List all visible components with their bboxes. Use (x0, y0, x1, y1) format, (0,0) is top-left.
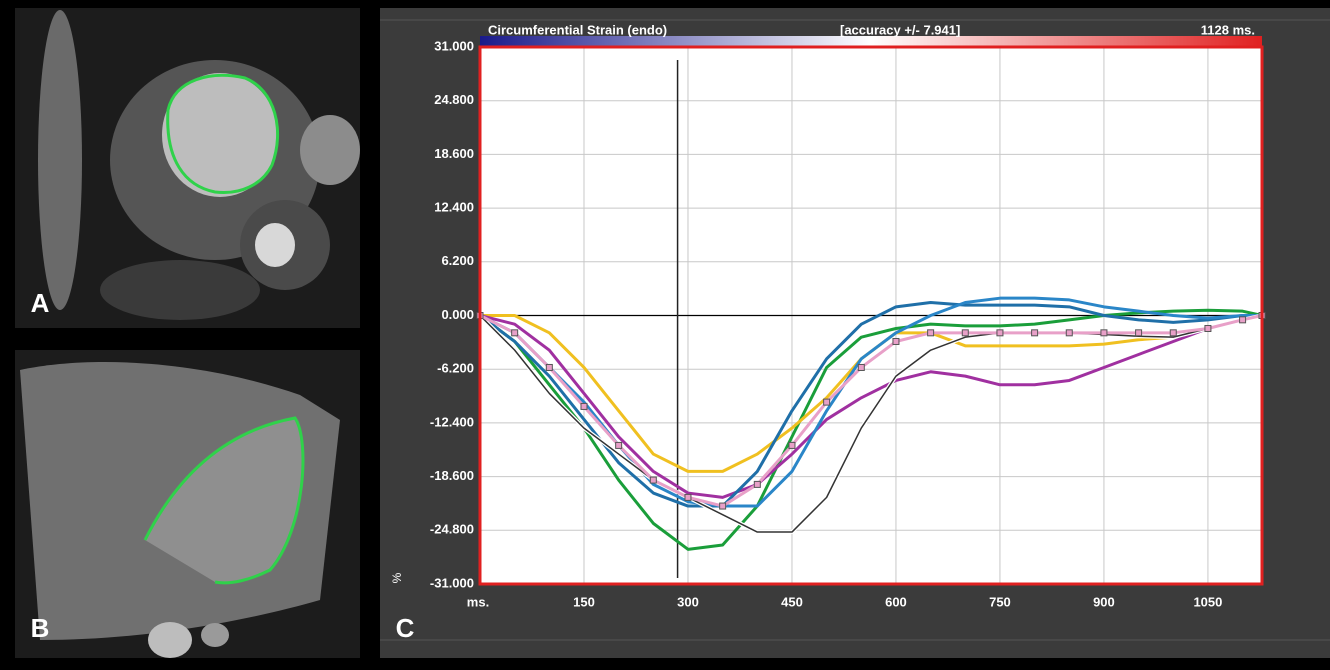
series-marker (1135, 329, 1143, 337)
series-marker (580, 402, 588, 410)
series-line (479, 301, 1262, 508)
series-marker (996, 329, 1004, 337)
panel-label: A (31, 288, 50, 318)
y-tick-label: -24.800 (430, 522, 474, 537)
series-marker (1100, 329, 1108, 337)
y-tick-label: 6.200 (441, 253, 474, 268)
series-marker (1065, 329, 1073, 337)
series-marker (1169, 329, 1177, 337)
chart-subtitle: [accuracy +/- 7.941] (840, 22, 960, 37)
series-marker (649, 476, 657, 484)
y-tick-label: 0.000 (441, 307, 474, 322)
series-marker (1204, 324, 1212, 332)
y-tick-label: -6.200 (437, 361, 474, 376)
series-marker (615, 441, 623, 449)
mri-long-axis (15, 350, 360, 658)
series-marker (1031, 329, 1039, 337)
duration-label: 1128 ms. (1201, 22, 1255, 37)
x-tick-label: 600 (885, 594, 907, 609)
x-tick-label: 450 (781, 594, 803, 609)
series-marker (892, 337, 900, 345)
y-tick-label: -18.600 (430, 468, 474, 483)
series-marker (684, 493, 692, 501)
series-marker (927, 329, 935, 337)
series-marker (823, 398, 831, 406)
series-marker (857, 363, 865, 371)
y-tick-label: 18.600 (434, 146, 474, 161)
y-tick-label: 24.800 (434, 92, 474, 107)
y-axis-label: % (390, 572, 404, 583)
chart-title: Circumferential Strain (endo) (488, 22, 667, 37)
y-tick-label: 31.000 (434, 38, 474, 53)
panel-label: C (396, 613, 415, 643)
x-tick-label: 300 (677, 594, 699, 609)
panel-label: B (31, 613, 50, 643)
series-marker (1239, 316, 1247, 324)
series-marker (719, 502, 727, 510)
series-line (479, 314, 1263, 508)
series-line (479, 314, 1263, 499)
x-tick-label: 1050 (1193, 594, 1222, 609)
series-marker (753, 480, 761, 488)
series-marker (511, 329, 519, 337)
series-marker (961, 329, 969, 337)
mri-short-axis (15, 8, 360, 328)
y-tick-label: 12.400 (434, 200, 474, 215)
x-tick-label: 750 (989, 594, 1011, 609)
x-tick-label: 900 (1093, 594, 1115, 609)
series-marker (545, 363, 553, 371)
series-marker (788, 441, 796, 449)
x-tick-label: 150 (573, 594, 595, 609)
plot-border (478, 45, 1264, 586)
x-axis-label: ms. (467, 594, 489, 609)
y-tick-label: -12.400 (430, 414, 474, 429)
y-tick-label: -31.000 (430, 575, 474, 590)
series-line (479, 314, 1263, 533)
color-scale (480, 36, 1262, 47)
